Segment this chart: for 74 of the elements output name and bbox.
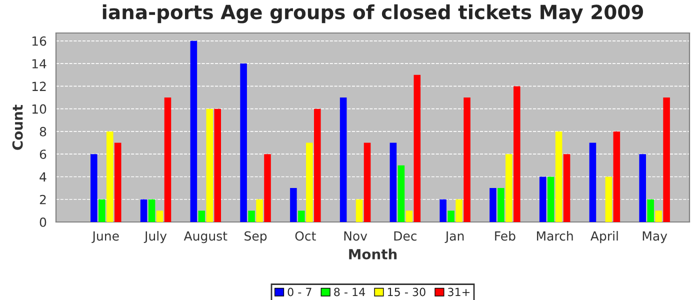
bar	[406, 210, 413, 222]
bar	[514, 86, 520, 222]
bar	[256, 199, 263, 222]
bar	[164, 98, 172, 222]
bar	[98, 199, 106, 222]
legend-label: 31+	[448, 288, 470, 296]
y-tick-label: 8	[40, 126, 46, 136]
x-axis-title: Month	[349, 248, 397, 260]
bar	[605, 176, 612, 222]
y-tick-label: 6	[40, 150, 46, 160]
bar	[490, 188, 496, 222]
bar	[340, 98, 347, 222]
legend-label: 0 - 7	[288, 288, 312, 296]
x-tick-label: Sep	[244, 231, 267, 244]
bar	[148, 199, 156, 222]
bar	[114, 142, 122, 222]
bar	[464, 98, 470, 222]
bar	[190, 40, 198, 222]
bar	[506, 154, 512, 222]
bar	[248, 210, 255, 222]
bar	[390, 142, 397, 222]
y-tick-label: 10	[32, 104, 46, 114]
bar	[613, 131, 620, 222]
bar	[198, 210, 206, 222]
bar	[547, 176, 554, 222]
x-tick-label: Nov	[344, 231, 368, 241]
bar	[555, 131, 562, 222]
chart-title: iana-ports Age groups of closed tickets May 2009	[102, 4, 643, 24]
y-tick-label: 0	[40, 217, 46, 227]
bar	[264, 154, 271, 222]
x-tick-label: April	[590, 231, 618, 244]
bar	[414, 74, 421, 222]
y-tick-label: 2	[40, 194, 46, 204]
x-tick-label: June	[92, 231, 119, 244]
legend-label: 8 - 14	[334, 288, 366, 296]
bar	[298, 210, 305, 222]
bar	[356, 199, 363, 222]
x-tick-label: May	[642, 231, 668, 244]
x-tick-label: Dec	[394, 231, 416, 241]
bar	[364, 142, 371, 222]
bar	[663, 98, 670, 222]
bar	[647, 199, 654, 222]
x-tick-label: Jan	[444, 231, 464, 244]
bar	[314, 108, 321, 222]
y-tick-label: 12	[32, 82, 46, 91]
bar	[563, 154, 570, 222]
x-tick-label: March	[536, 231, 573, 241]
bar	[398, 165, 405, 222]
bar	[639, 154, 646, 222]
x-tick-label: Oct	[295, 231, 316, 241]
x-tick-label: July	[144, 231, 167, 244]
bar	[106, 131, 114, 222]
x-tick-label: Feb	[495, 231, 516, 241]
bar	[240, 64, 247, 222]
bar	[440, 199, 446, 222]
bar	[539, 176, 546, 222]
y-tick-label: 14	[32, 59, 46, 68]
bar	[448, 210, 454, 222]
x-tick-label: August	[184, 231, 228, 244]
bar	[498, 188, 504, 222]
y-axis-title: Count	[12, 104, 23, 150]
bar	[90, 154, 98, 222]
legend-label: 15 - 30	[388, 288, 426, 296]
bar	[206, 108, 214, 222]
bar	[214, 108, 222, 222]
y-tick-label: 4	[40, 172, 46, 182]
bar	[655, 210, 662, 222]
bar	[589, 142, 596, 222]
bar	[156, 210, 164, 222]
bar	[140, 199, 148, 222]
bar	[290, 188, 297, 222]
bar	[306, 142, 313, 222]
bar	[456, 199, 462, 222]
y-tick-label: 16	[32, 36, 46, 46]
